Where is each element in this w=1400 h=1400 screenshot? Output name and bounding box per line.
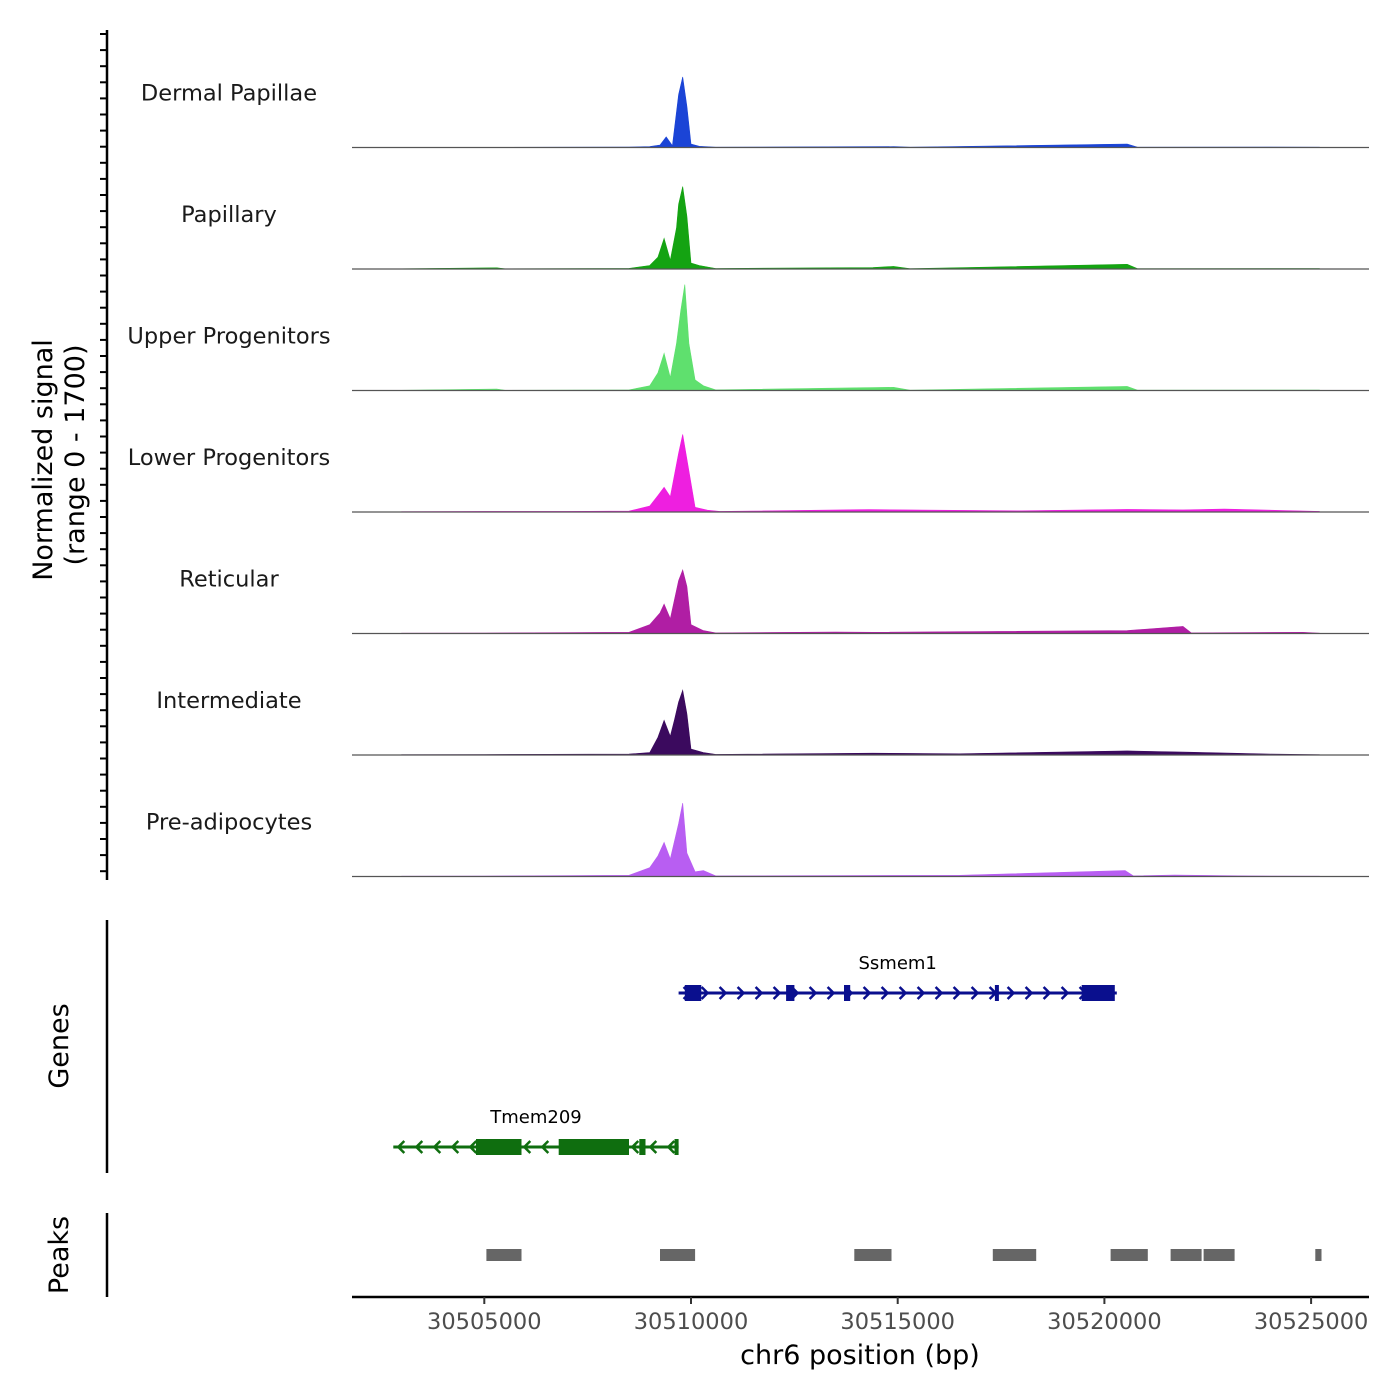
- gene-model: Tmem209: [393, 1107, 679, 1155]
- gene-exon: [476, 1139, 522, 1155]
- coverage-area: [401, 802, 1320, 877]
- strand-arrow: [396, 1140, 406, 1154]
- x-tick-label: 30505000: [427, 1309, 542, 1335]
- x-tick-label: 30510000: [634, 1309, 749, 1335]
- strand-arrow: [540, 1140, 550, 1154]
- track-label: Pre-adipocytes: [146, 810, 312, 836]
- coverage-area: [401, 284, 1320, 391]
- x-tick-label: 30525000: [1254, 1309, 1369, 1335]
- strand-arrow: [522, 1140, 532, 1154]
- gene-label: Tmem209: [489, 1107, 582, 1128]
- peak-region: [1110, 1249, 1148, 1261]
- coverage-area: [401, 434, 1320, 513]
- peak-region: [1203, 1249, 1235, 1261]
- coverage-area: [401, 689, 1320, 756]
- strand-arrow: [1042, 986, 1052, 1000]
- coverage-track: Dermal Papillae: [141, 76, 1369, 149]
- coverage-y-axis: [100, 30, 109, 880]
- track-label: Reticular: [179, 567, 279, 593]
- track-label: Dermal Papillae: [141, 81, 317, 107]
- peak-region: [992, 1249, 1037, 1261]
- strand-arrow: [826, 986, 836, 1000]
- gene-exon: [674, 1139, 679, 1155]
- strand-arrow: [880, 986, 890, 1000]
- coverage-area: [401, 76, 1320, 148]
- gene-exon: [994, 985, 999, 1001]
- strand-arrow: [718, 986, 728, 1000]
- coverage-track: Upper Progenitors: [127, 284, 1369, 392]
- strand-arrow: [414, 1140, 424, 1154]
- strand-arrow: [432, 1140, 442, 1154]
- peak-region: [486, 1249, 522, 1261]
- strand-arrow: [1006, 986, 1016, 1000]
- strand-arrow: [666, 1140, 676, 1154]
- coverage-track: Papillary: [181, 186, 1369, 270]
- peaks-panel: Peaks: [44, 1213, 1322, 1297]
- track-label: Papillary: [181, 202, 277, 228]
- track-label: Upper Progenitors: [127, 324, 330, 350]
- coverage-track: Pre-adipocytes: [146, 802, 1369, 878]
- peak-region: [854, 1249, 892, 1261]
- gene-exon: [786, 985, 795, 1001]
- gene-exon: [1081, 985, 1115, 1001]
- coverage-ylabel-line1: Normalized signal: [28, 339, 59, 581]
- gene-exon: [684, 985, 702, 1001]
- strand-arrow: [862, 986, 872, 1000]
- gene-exon: [558, 1139, 629, 1155]
- track-label: Intermediate: [156, 688, 301, 714]
- x-tick-label: 30520000: [1047, 1309, 1162, 1335]
- strand-arrow: [648, 1140, 658, 1154]
- strand-arrow: [934, 986, 944, 1000]
- strand-arrow: [736, 986, 746, 1000]
- strand-arrow: [468, 1140, 478, 1154]
- coverage-y-axis-title: Normalized signal (range 0 - 1700): [28, 339, 91, 581]
- x-axis-title: chr6 position (bp): [740, 1340, 980, 1371]
- coverage-area: [401, 186, 1320, 270]
- genes-panel: Genes Ssmem1 Tmem209: [44, 920, 1117, 1173]
- peak-region: [1315, 1249, 1322, 1261]
- gene-exon: [639, 1139, 646, 1155]
- coverage-track: Intermediate: [156, 688, 1369, 756]
- strand-arrow: [952, 986, 962, 1000]
- x-axis: 30505000 30510000 30515000 30520000 30525000…: [352, 1295, 1369, 1371]
- coverage-tracks: Dermal Papillae Papillary Upper Progenitor…: [127, 76, 1369, 878]
- peak-region: [660, 1249, 696, 1261]
- strand-arrow: [916, 986, 926, 1000]
- gene-label: Ssmem1: [858, 953, 936, 974]
- peaks-ylabel: Peaks: [44, 1216, 75, 1294]
- gene-model: Ssmem1: [678, 953, 1117, 1001]
- track-label: Lower Progenitors: [128, 445, 330, 471]
- x-tick-label: 30515000: [840, 1309, 955, 1335]
- strand-arrow: [970, 986, 980, 1000]
- strand-arrow: [700, 986, 710, 1000]
- strand-arrow: [1060, 986, 1070, 1000]
- strand-arrow: [754, 986, 764, 1000]
- strand-arrow: [808, 986, 818, 1000]
- genes-ylabel: Genes: [44, 1003, 75, 1088]
- coverage-ylabel-line2: (range 0 - 1700): [60, 345, 91, 566]
- coverage-area: [401, 569, 1320, 634]
- strand-arrow: [772, 986, 782, 1000]
- peak-region: [1170, 1249, 1202, 1261]
- strand-arrow: [450, 1140, 460, 1154]
- coverage-track: Reticular: [179, 567, 1369, 635]
- strand-arrow: [630, 1140, 640, 1154]
- gene-exon: [844, 985, 851, 1001]
- strand-arrow: [898, 986, 908, 1000]
- coverage-track: Lower Progenitors: [128, 434, 1369, 513]
- strand-arrow: [1024, 986, 1034, 1000]
